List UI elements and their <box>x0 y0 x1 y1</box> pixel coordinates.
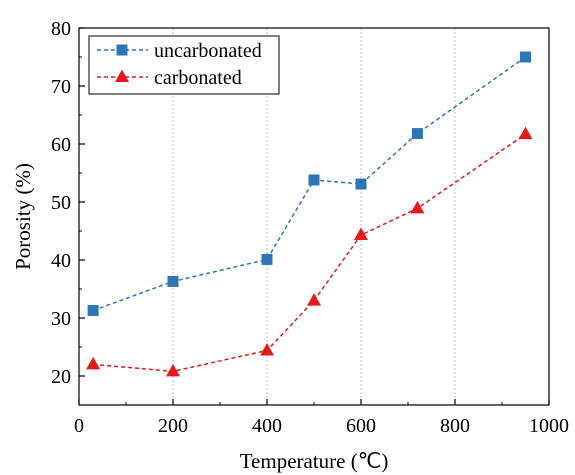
uncarbonated-point <box>167 275 179 287</box>
y-tick-label: 70 <box>51 76 71 98</box>
carbonated-point <box>410 200 425 214</box>
uncarbonated-point <box>261 253 273 265</box>
x-tick-label: 0 <box>74 415 84 437</box>
carbonated-line <box>93 133 526 373</box>
carbonated-point <box>166 363 180 377</box>
x-tick-label: 200 <box>158 415 188 437</box>
legend-marker-carbonated <box>115 69 129 82</box>
legend-label-carbonated: carbonated <box>154 67 242 89</box>
x-tick-label: 400 <box>252 415 282 437</box>
y-tick-label: 80 <box>51 18 71 40</box>
carbonated-point <box>307 293 321 306</box>
series-layer <box>86 51 533 377</box>
y-tick-label: 50 <box>51 192 71 214</box>
x-tick-label: 800 <box>440 415 470 437</box>
axis-ticks: 0 200 400 600 800 1000 20 30 40 50 60 70 80 <box>51 18 569 437</box>
carbonated-point <box>518 126 533 140</box>
y-tick-label: 60 <box>51 134 71 156</box>
uncarbonated-point <box>355 178 367 190</box>
uncarbonated-point <box>308 174 320 186</box>
carbonated-point <box>86 356 101 370</box>
uncarbonated-point <box>520 51 531 63</box>
carbonated-point <box>260 342 274 356</box>
legend: uncarbonated carbonated <box>88 35 280 95</box>
uncarbonated-point <box>411 128 423 140</box>
y-axis-title: Porosity (%) <box>11 163 35 270</box>
grid-lines <box>172 28 456 405</box>
x-axis-title: Temperature (℃) <box>240 449 389 473</box>
y-tick-label: 20 <box>51 366 71 388</box>
y-tick-label: 30 <box>51 308 71 330</box>
y-tick-label: 40 <box>51 250 71 272</box>
legend-label-uncarbonated: uncarbonated <box>154 40 262 62</box>
x-tick-label: 600 <box>346 415 376 437</box>
carbonated-point <box>354 227 368 241</box>
x-tick-label: 1000 <box>529 415 569 437</box>
uncarbonated-point <box>87 304 99 316</box>
legend-marker-uncarbonated <box>116 44 128 56</box>
